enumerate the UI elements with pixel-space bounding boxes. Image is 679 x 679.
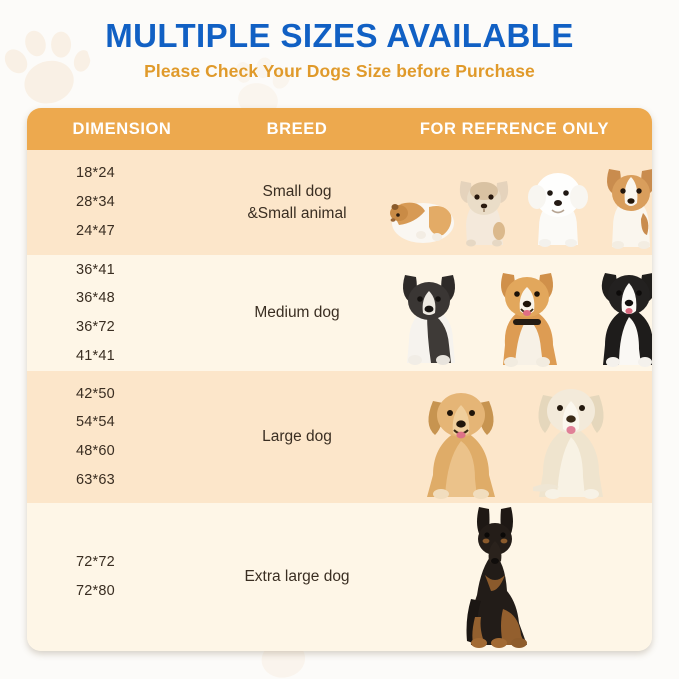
table-row: 42*50 54*54 48*60 63*63 Large dog (27, 371, 652, 503)
dimension-value: 18*24 (76, 165, 115, 182)
reference-images-cell (377, 371, 652, 503)
yellow-labrador-image (523, 375, 619, 501)
reference-images-cell (377, 255, 652, 371)
dimension-cell: 18*24 28*34 24*47 (27, 159, 217, 245)
breed-cell: Large dog (262, 428, 332, 446)
column-header-reference: FOR REFRENCE ONLY (419, 119, 610, 138)
golden-retriever-image (413, 379, 509, 501)
breed-cell: Extra large dog (244, 568, 350, 586)
breed-cell: Small dog &Small animal (247, 183, 347, 222)
dimension-value: 42*50 (76, 385, 115, 402)
column-header-dimension: DIMENSION (72, 119, 172, 138)
size-chart-table: DIMENSION BREED FOR REFRENCE ONLY 18*24 … (27, 108, 652, 651)
dimension-value: 48*60 (76, 443, 115, 459)
shiba-inu-image (487, 263, 571, 369)
french-bulldog-image (391, 267, 471, 367)
reference-images-cell (377, 150, 652, 255)
dimension-cell: 72*72 72*80 (27, 548, 217, 605)
dimension-value: 36*41 (76, 261, 115, 278)
table-row: 36*41 36*48 36*72 41*41 Medium dog (27, 255, 652, 371)
dimension-value: 72*72 (76, 554, 115, 571)
dimension-value: 54*54 (76, 414, 115, 431)
reference-images-cell (377, 503, 652, 651)
dimension-value: 36*48 (76, 290, 115, 307)
page-subtitle: Please Check Your Dogs Size before Purch… (144, 61, 535, 81)
bichon-frise-image (525, 167, 591, 249)
doberman-pinscher-image (441, 499, 549, 651)
table-header-row: DIMENSION BREED FOR REFRENCE ONLY (27, 108, 652, 150)
dimension-value: 41*41 (76, 347, 115, 364)
table-row: 72*72 72*80 Extra large dog (27, 503, 652, 651)
column-header-breed: BREED (266, 119, 328, 138)
breed-cell: Medium dog (254, 304, 340, 322)
dimension-value: 36*72 (76, 319, 115, 335)
chihuahua-image (453, 169, 515, 249)
dimension-value: 24*47 (76, 222, 115, 239)
page-title: MULTIPLE SIZES AVAILABLE (105, 17, 574, 54)
dimension-value: 28*34 (76, 194, 115, 211)
border-collie-image (589, 261, 652, 369)
dimension-value: 72*80 (76, 583, 115, 599)
dimension-cell: 42*50 54*54 48*60 63*63 (27, 380, 217, 495)
dimension-cell: 36*41 36*48 36*72 41*41 (27, 256, 217, 371)
dimension-value: 63*63 (76, 471, 115, 488)
guinea-pig-image (385, 187, 457, 245)
corgi-image (599, 163, 652, 251)
table-row: 18*24 28*34 24*47 Small dog &Small anima… (27, 150, 652, 255)
